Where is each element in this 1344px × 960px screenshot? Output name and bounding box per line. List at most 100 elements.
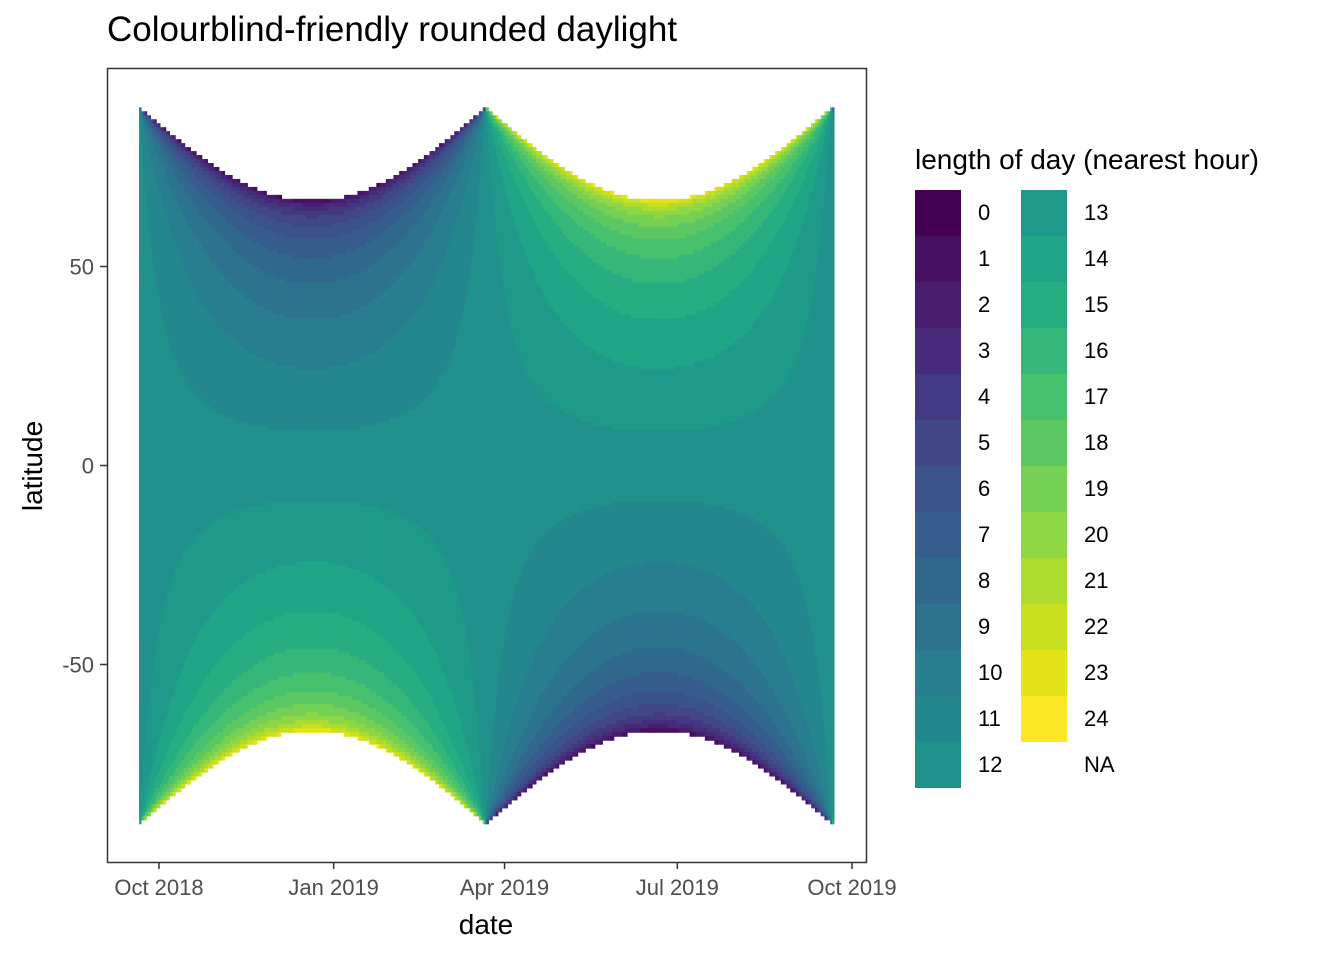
heat-cell <box>609 572 613 626</box>
heat-cell <box>264 425 267 506</box>
heat-cell <box>211 206 214 228</box>
heat-cell <box>188 779 191 785</box>
heat-cell <box>190 282 193 391</box>
heat-cell <box>366 202 370 212</box>
heat-cell <box>171 775 174 785</box>
heat-cell <box>349 202 353 212</box>
heat-cell <box>592 350 596 427</box>
heat-cell <box>178 254 182 371</box>
heat-cell <box>268 680 271 701</box>
heat-cell <box>581 250 584 287</box>
heat-cell <box>311 692 315 705</box>
heat-cell <box>256 425 260 506</box>
heat-cell <box>205 178 208 188</box>
heat-cell <box>560 720 564 737</box>
heat-cell <box>207 525 210 622</box>
heat-cell <box>351 210 355 220</box>
heat-cell <box>532 779 535 785</box>
heat-cell <box>421 401 425 530</box>
heat-cell <box>374 505 377 582</box>
heat-cell <box>184 147 188 152</box>
heat-cell <box>178 676 182 725</box>
heat-cell <box>609 505 613 574</box>
heat-cell <box>359 505 362 574</box>
heat-cell <box>632 612 636 650</box>
heat-cell <box>632 318 636 367</box>
heat-cell <box>526 771 529 781</box>
heat-cell <box>421 767 425 773</box>
heat-cell <box>230 513 233 594</box>
heat-cell <box>279 652 283 678</box>
heat-cell <box>410 724 414 737</box>
heat-cell <box>230 684 233 709</box>
heat-cell <box>298 238 302 260</box>
heat-cell <box>226 206 229 224</box>
heat-cell <box>159 135 163 140</box>
heat-cell <box>313 218 317 228</box>
heat-cell <box>239 214 243 232</box>
heat-cell <box>495 127 499 136</box>
heat-cell <box>302 692 305 705</box>
heat-cell <box>549 174 552 184</box>
heat-cell <box>465 123 469 128</box>
heat-cell <box>545 760 548 765</box>
heat-cell <box>478 115 482 120</box>
heat-cell <box>283 254 286 280</box>
heat-cell <box>353 362 357 431</box>
heat-cell <box>478 811 482 817</box>
heat-cell <box>177 178 180 204</box>
heat-cell <box>188 278 191 387</box>
heat-cell <box>401 413 404 518</box>
heat-cell <box>613 202 617 208</box>
heat-cell <box>175 767 178 777</box>
heat-cell <box>600 740 603 745</box>
heat-cell <box>254 708 258 721</box>
heat-cell <box>535 159 539 164</box>
heat-cell <box>237 744 241 749</box>
heat-cell <box>573 278 577 335</box>
heat-cell <box>448 568 452 689</box>
heat-cell <box>175 198 178 248</box>
heat-cell <box>306 210 309 220</box>
heat-cell <box>327 704 330 717</box>
heat-cell <box>469 783 472 797</box>
heat-cell <box>628 676 632 697</box>
heat-cell <box>524 676 527 729</box>
heat-cell <box>385 509 389 590</box>
heat-cell <box>442 258 446 375</box>
heat-cell <box>423 167 427 172</box>
heat-cell <box>395 194 398 208</box>
heat-cell <box>393 186 396 196</box>
heat-cell <box>346 732 349 737</box>
heat-cell <box>328 728 332 733</box>
heat-cell <box>201 529 205 630</box>
heat-cell <box>254 688 258 709</box>
heat-cell <box>606 684 609 705</box>
heat-cell <box>372 238 376 264</box>
heat-cell <box>271 568 275 622</box>
heat-cell <box>245 740 248 745</box>
heat-cell <box>173 159 176 172</box>
heat-cell <box>433 775 436 781</box>
heat-cell <box>511 795 514 801</box>
heat-cell <box>154 779 157 793</box>
heat-cell <box>535 767 539 773</box>
heat-cell <box>423 688 427 721</box>
heat-cell <box>209 405 212 526</box>
heat-cell <box>406 696 410 721</box>
heat-cell <box>201 764 205 769</box>
heat-cell <box>382 728 385 737</box>
heat-cell <box>311 612 315 650</box>
heat-cell <box>387 250 391 287</box>
heat-cell <box>218 170 222 176</box>
heat-cell <box>408 756 412 761</box>
heat-cell <box>539 174 543 188</box>
heat-cell <box>148 135 152 152</box>
heat-cell <box>581 286 584 343</box>
heat-cell <box>634 728 638 733</box>
heat-cell <box>266 620 269 658</box>
heat-cell <box>171 740 174 765</box>
heat-cell <box>558 704 562 725</box>
heat-cell <box>425 740 429 753</box>
heat-cell <box>158 791 161 801</box>
